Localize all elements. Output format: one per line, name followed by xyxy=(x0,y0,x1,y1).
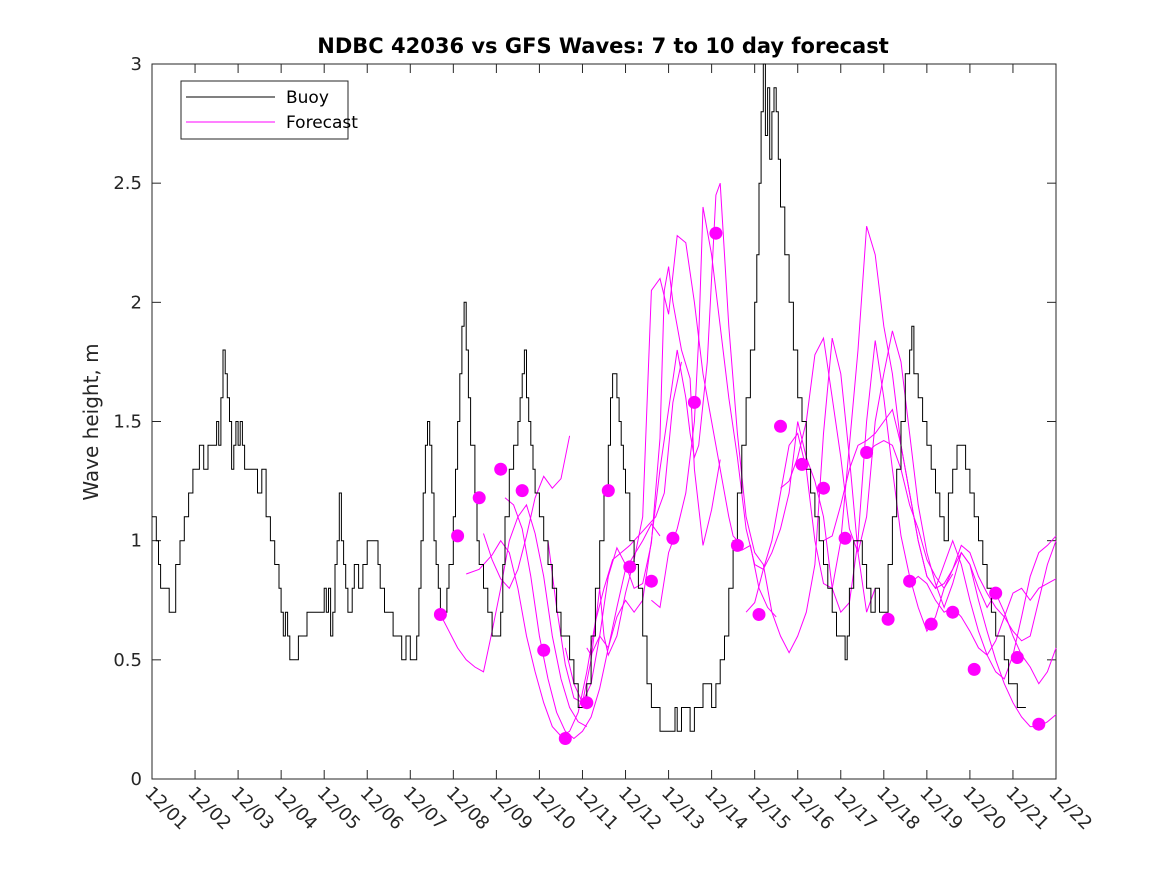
legend-box xyxy=(180,80,349,140)
forecast-marker xyxy=(795,457,809,471)
y-tick-label: 0.5 xyxy=(113,650,142,671)
forecast-series-line xyxy=(586,183,876,657)
forecast-series-line xyxy=(909,575,1057,656)
forecast-marker xyxy=(623,560,637,574)
forecast-marker xyxy=(903,574,917,588)
forecast-series-line xyxy=(466,361,682,737)
forecast-series-line xyxy=(547,266,721,704)
forecast-series-line xyxy=(780,330,1057,728)
forecast-marker xyxy=(817,481,830,495)
forecast-marker xyxy=(433,608,447,621)
plot-area: 00.511.522.5312/0112/0212/0312/0412/0512… xyxy=(113,54,1096,834)
forecast-marker xyxy=(709,226,723,240)
forecast-marker xyxy=(838,531,852,545)
forecast-series-line xyxy=(651,206,954,633)
legend: Buoy Forecast xyxy=(180,80,358,140)
forecast-marker xyxy=(967,662,981,676)
forecast-series-line xyxy=(823,408,1057,642)
forecast-marker xyxy=(687,395,701,409)
y-tick-label: 2 xyxy=(131,292,142,313)
forecast-marker xyxy=(774,419,787,433)
y-axis-label: Wave height, m xyxy=(79,343,103,500)
forecast-series-line xyxy=(866,440,1057,685)
legend-buoy-label: Buoy xyxy=(286,88,329,108)
forecast-marker xyxy=(537,643,551,657)
forecast-series-line xyxy=(439,503,588,728)
forecast-marker xyxy=(601,484,615,498)
forecast-marker xyxy=(494,462,508,476)
forecast-series-line xyxy=(483,435,571,590)
forecast-marker xyxy=(730,538,744,552)
y-tick-label: 1 xyxy=(131,531,142,552)
forecast-marker xyxy=(515,484,529,498)
forecast-marker xyxy=(752,608,766,621)
forecast-marker xyxy=(558,732,572,745)
forecast-marker xyxy=(860,446,874,459)
axes-box xyxy=(151,63,1057,780)
y-tick-label: 2.5 xyxy=(113,173,142,194)
forecast-marker xyxy=(1032,717,1046,731)
legend-forecast-label: Forecast xyxy=(286,113,358,133)
forecast-marker xyxy=(881,612,895,626)
forecast-marker xyxy=(472,491,486,505)
forecast-marker xyxy=(946,605,960,619)
forecast-marker xyxy=(644,574,658,588)
forecast-marker xyxy=(1010,651,1024,664)
forecast-marker xyxy=(666,531,680,545)
y-tick-label: 0 xyxy=(131,769,142,790)
forecast-marker xyxy=(989,586,1003,600)
forecast-marker xyxy=(451,529,465,543)
chart-title: NDBC 42036 vs GFS Waves: 7 to 10 day for… xyxy=(317,34,888,58)
forecast-marker xyxy=(924,617,938,631)
y-tick-label: 3 xyxy=(131,54,142,75)
buoy-series-line xyxy=(152,63,1026,732)
y-tick-label: 1.5 xyxy=(113,412,142,433)
forecast-marker xyxy=(580,696,594,710)
